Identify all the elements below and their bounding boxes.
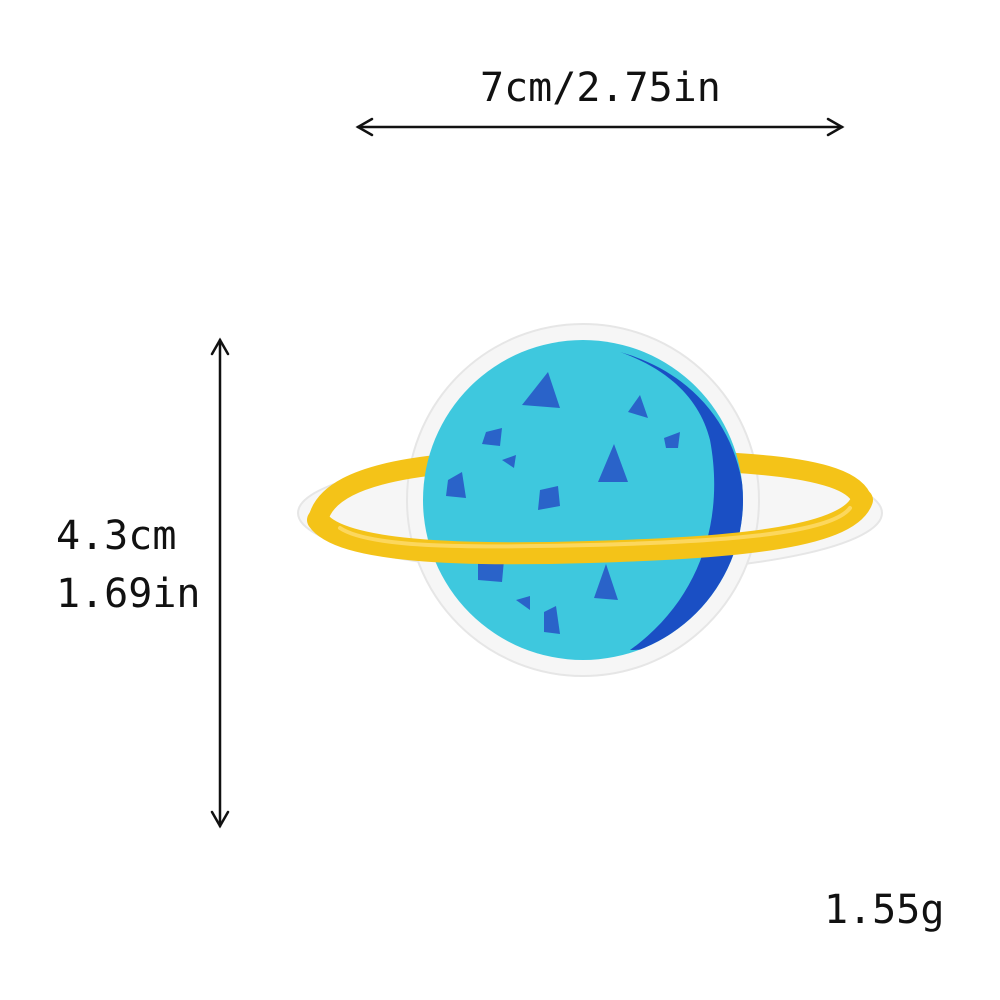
height-dimension-cm-label: 4.3cm: [56, 513, 177, 559]
planet-shadow: [620, 352, 743, 650]
weight-label: 1.55g: [824, 887, 945, 933]
width-dimension-label: 7cm/2.75in: [480, 65, 721, 111]
width-arrow: [355, 117, 845, 137]
ring-front-highlight: [338, 506, 852, 549]
ring-front: [307, 489, 873, 565]
height-dimension-in-label: 1.69in: [56, 571, 201, 617]
planet-craters: [446, 372, 680, 634]
height-arrow: [210, 337, 230, 829]
planet-body: [423, 340, 743, 660]
